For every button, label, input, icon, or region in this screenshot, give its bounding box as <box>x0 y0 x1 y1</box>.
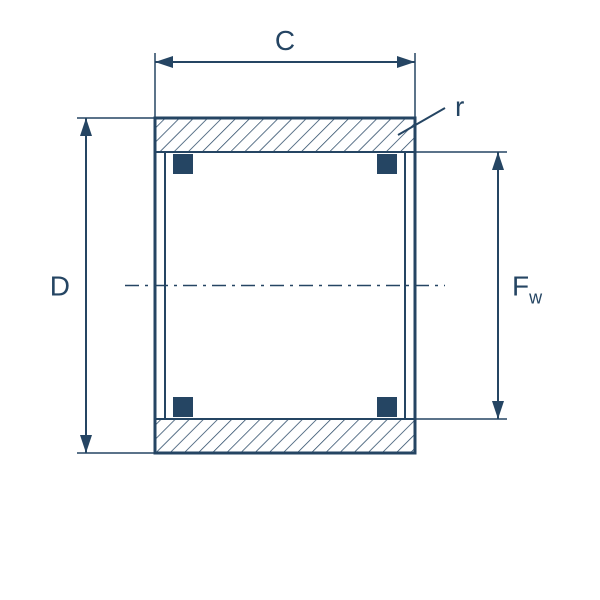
label-C: C <box>275 25 295 56</box>
bearing-diagram: CDFwr <box>0 0 600 600</box>
hatch-top <box>155 118 415 152</box>
label-r: r <box>455 91 464 122</box>
roller-2 <box>173 397 193 417</box>
roller-0 <box>173 154 193 174</box>
label-D: D <box>50 271 70 302</box>
canvas-bg <box>0 0 600 600</box>
roller-1 <box>377 154 397 174</box>
hatch-bottom <box>155 419 415 453</box>
roller-3 <box>377 397 397 417</box>
